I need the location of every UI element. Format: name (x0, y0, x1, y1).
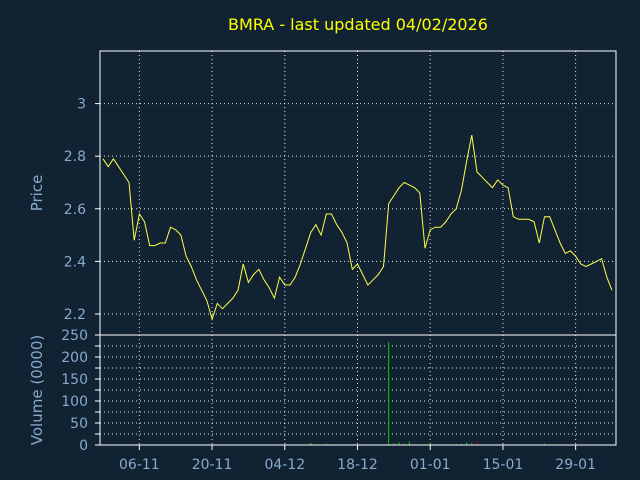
x-tick-label: 06-11 (119, 457, 160, 473)
x-axis-ticks: 06-11 20-11 04-12 18-12 01-01 15-01 29-01 (119, 445, 596, 473)
x-tick-label: 15-01 (483, 457, 524, 473)
price-panel-frame (99, 50, 617, 336)
volume-y-tick-label: 100 (61, 394, 88, 410)
price-line (102, 135, 613, 321)
volume-bars (102, 342, 613, 445)
x-tick-label: 01-01 (410, 457, 451, 473)
price-y-tick-label: 2.8 (64, 149, 86, 165)
x-tick-label: 04-12 (264, 457, 305, 473)
volume-axis-label: Volume (0000) (28, 335, 46, 445)
x-tick-label: 20-11 (192, 457, 233, 473)
volume-y-tick-label: 50 (70, 416, 88, 432)
price-y-tick-label: 2.2 (64, 307, 86, 323)
price-axis-label: Price (28, 175, 46, 212)
volume-y-tick-label: 200 (61, 350, 88, 366)
price-y-tick-label: 2.6 (64, 202, 86, 218)
price-gridlines (100, 51, 616, 335)
chart-title: BMRA - last updated 04/02/2026 (228, 15, 488, 34)
price-y-tick-label: 3 (77, 97, 86, 113)
price-y-ticks: 2.2 2.4 2.6 2.8 3 (64, 97, 100, 323)
x-tick-label: 29-01 (555, 457, 596, 473)
volume-y-tick-label: 0 (79, 438, 88, 454)
volume-y-tick-label: 150 (61, 372, 88, 388)
volume-y-ticks: 0 50 100 150 200 250 (61, 328, 100, 454)
x-tick-label: 18-12 (337, 457, 378, 473)
price-y-tick-label: 2.4 (64, 254, 86, 270)
volume-gridlines (100, 334, 616, 446)
volume-y-tick-label: 250 (61, 328, 88, 344)
